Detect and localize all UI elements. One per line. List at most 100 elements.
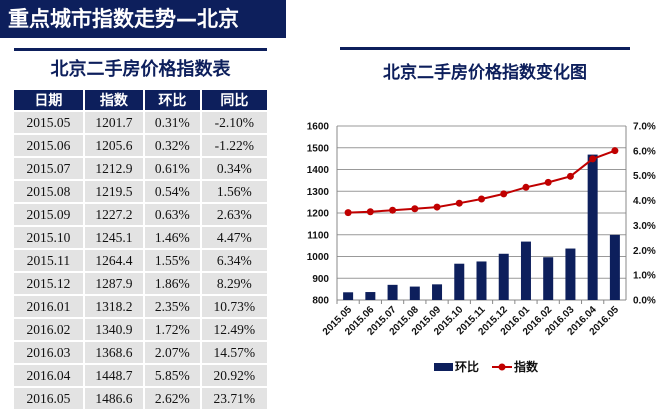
legend-line-marker: [498, 363, 506, 371]
table-cell: 2.63%: [201, 204, 267, 225]
table-cell: 2015.12: [14, 273, 83, 294]
table-cell: 2.62%: [145, 388, 200, 409]
table-cell: 6.34%: [201, 250, 267, 271]
right-axis-tick-label: 4.0%: [633, 196, 656, 207]
bar-huanbi: [543, 257, 554, 300]
table-cell: 1.72%: [145, 319, 200, 340]
table-cell: 2016.03: [14, 342, 83, 363]
right-axis-tick-label: 3.0%: [633, 221, 656, 232]
point-zhishu: [389, 206, 397, 214]
bar-huanbi: [565, 248, 576, 300]
table-cell: 10.73%: [201, 296, 267, 317]
left-axis-tick-label: 1400: [307, 165, 330, 176]
table-cell: 1212.9: [84, 158, 144, 179]
point-zhishu: [344, 209, 352, 217]
right-axis-tick-label: 5.0%: [633, 171, 656, 182]
left-axis-tick-label: 1500: [307, 143, 330, 154]
table-cell: 1368.6: [84, 342, 144, 363]
table-cell: 0.34%: [201, 158, 267, 179]
bar-huanbi: [476, 261, 487, 300]
table-cell: 1219.5: [84, 181, 144, 202]
table-cell: 0.31%: [145, 112, 200, 133]
legend-label-zhishu: 指数: [514, 359, 539, 374]
table-cell: 2.35%: [145, 296, 200, 317]
point-zhishu: [589, 155, 597, 163]
left-axis-tick-label: 1600: [307, 122, 330, 133]
table-cell: 1287.9: [84, 273, 144, 294]
table-cell: 2015.06: [14, 135, 83, 156]
bar-huanbi: [520, 241, 531, 300]
table-cell: -2.10%: [201, 112, 267, 133]
table-cell: 2.07%: [145, 342, 200, 363]
index-table: 日期 指数 环比 同比 2015.05 1201.7 0.31% -2.10% 2015.06…: [12, 88, 269, 411]
point-zhishu: [611, 147, 619, 155]
table-row: 2016.03 1368.6 2.07% 14.57%: [14, 342, 267, 363]
left-axis-tick-label: 1000: [307, 252, 330, 263]
table-cell: 20.92%: [201, 365, 267, 386]
line-zhishu: [348, 149, 616, 214]
table-cell: 0.63%: [145, 204, 200, 225]
table-cell: 1.56%: [201, 181, 267, 202]
right-axis-tick-label: 0.0%: [633, 296, 656, 307]
table-cell: 1340.9: [84, 319, 144, 340]
point-zhishu: [366, 208, 374, 216]
column-header: 指数: [84, 90, 144, 110]
point-zhishu: [544, 178, 552, 186]
bar-huanbi: [609, 234, 620, 300]
table-cell: 8.29%: [201, 273, 267, 294]
bar-huanbi: [387, 284, 398, 300]
table-cell: 0.54%: [145, 181, 200, 202]
bar-huanbi: [343, 292, 354, 300]
point-zhishu: [566, 172, 574, 180]
page-title: 重点城市指数走势—北京: [0, 0, 286, 38]
table-cell: 1.86%: [145, 273, 200, 294]
point-zhishu: [455, 199, 463, 207]
table-title: 北京二手房价格指数表: [50, 59, 231, 80]
table-cell: 1201.7: [84, 112, 144, 133]
table-cell: 2015.10: [14, 227, 83, 248]
table-cell: 2016.02: [14, 319, 83, 340]
left-axis-tick-label: 800: [312, 296, 329, 307]
table-cell: 0.61%: [145, 158, 200, 179]
table-cell: 2016.01: [14, 296, 83, 317]
bar-huanbi: [409, 286, 420, 300]
bar-huanbi: [432, 284, 443, 300]
table-cell: 1318.2: [84, 296, 144, 317]
table-cell: 1264.4: [84, 250, 144, 271]
table-row: 2016.02 1340.9 1.72% 12.49%: [14, 319, 267, 340]
table-cell: 1227.2: [84, 204, 144, 225]
table-cell: -1.22%: [201, 135, 267, 156]
table-row: 2016.04 1448.7 5.85% 20.92%: [14, 365, 267, 386]
left-axis-tick-label: 1100: [307, 230, 329, 241]
table-row: 2015.08 1219.5 0.54% 1.56%: [14, 181, 267, 202]
table-cell: 0.32%: [145, 135, 200, 156]
right-axis-tick-label: 6.0%: [633, 146, 656, 157]
table-header-row: 日期 指数 环比 同比: [14, 90, 267, 110]
bar-huanbi: [587, 154, 598, 300]
table-cell: 2015.09: [14, 204, 83, 225]
point-zhishu: [500, 190, 508, 198]
column-header: 环比: [145, 90, 200, 110]
table-cell: 2015.08: [14, 181, 83, 202]
divider: [340, 47, 630, 50]
bar-huanbi: [498, 253, 509, 300]
index-table-panel: 北京二手房价格指数表 日期 指数 环比 同比 2015.05 1201.7 0.31% -2…: [14, 48, 267, 411]
left-axis-tick-label: 900: [312, 274, 329, 285]
table-row: 2016.01 1318.2 2.35% 10.73%: [14, 296, 267, 317]
left-axis-tick-label: 1200: [307, 209, 330, 220]
table-cell: 23.71%: [201, 388, 267, 409]
table-cell: 1.46%: [145, 227, 200, 248]
right-axis-tick-label: 2.0%: [633, 246, 656, 257]
table-cell: 12.49%: [201, 319, 267, 340]
point-zhishu: [522, 183, 530, 191]
table-cell: 1486.6: [84, 388, 144, 409]
table-row: 2015.10 1245.1 1.46% 4.47%: [14, 227, 267, 248]
divider: [14, 48, 267, 51]
table-cell: 4.47%: [201, 227, 267, 248]
table-cell: 1.55%: [145, 250, 200, 271]
table-row: 2015.09 1227.2 0.63% 2.63%: [14, 204, 267, 225]
table-cell: 2015.07: [14, 158, 83, 179]
table-row: 2015.11 1264.4 1.55% 6.34%: [14, 250, 267, 271]
table-cell: 1448.7: [84, 365, 144, 386]
